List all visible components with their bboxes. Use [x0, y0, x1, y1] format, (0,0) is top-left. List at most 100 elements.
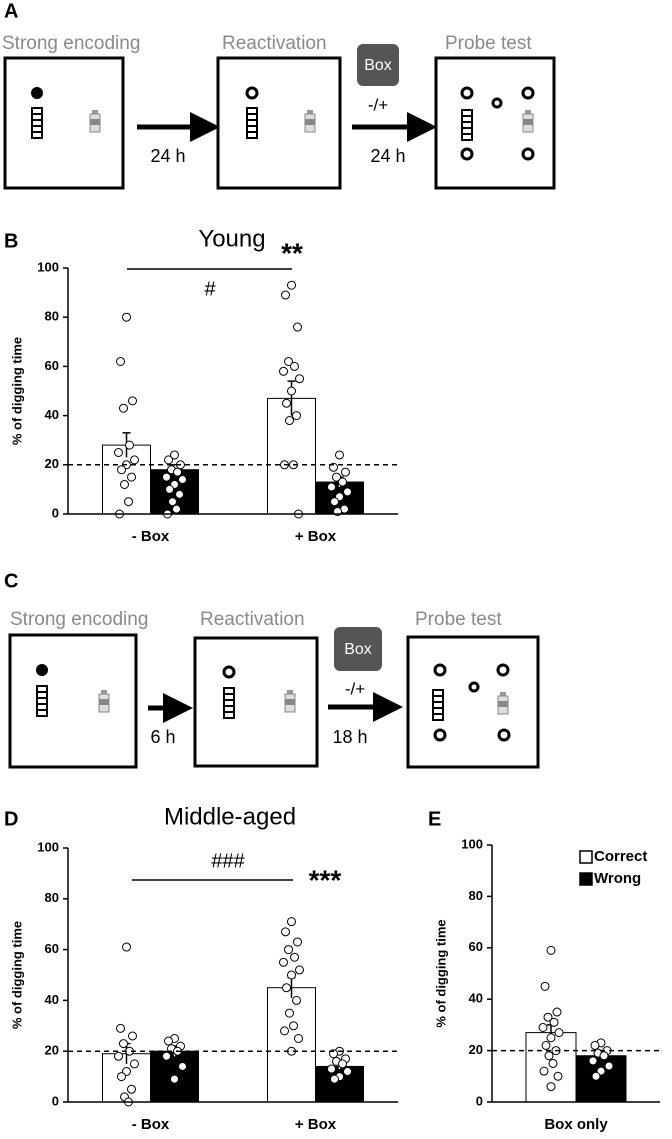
data-point [178, 475, 187, 485]
panel-letter: C [4, 570, 18, 592]
x-tick-label: - Box [132, 528, 170, 545]
data-point [117, 1072, 126, 1082]
data-point [590, 1040, 600, 1050]
y-tick-label: 60 [45, 358, 59, 373]
data-point [335, 450, 344, 460]
y-tick-label: 20 [45, 456, 59, 471]
data-point [327, 482, 336, 492]
significance-label: ** [281, 237, 303, 268]
data-point [128, 396, 137, 406]
data-point [287, 386, 296, 396]
data-point [114, 448, 123, 457]
data-point [119, 403, 128, 413]
y-tick-label: 40 [45, 992, 59, 1007]
data-point [285, 416, 294, 426]
data-point [289, 1021, 298, 1031]
bar [267, 397, 316, 515]
y-tick-label: 100 [37, 259, 59, 274]
step-label: Reactivation [222, 33, 327, 54]
interval: 24 h [370, 146, 405, 166]
data-point [127, 1084, 136, 1094]
data-point [172, 504, 181, 514]
data-point [293, 937, 302, 947]
data-point [122, 942, 131, 952]
y-axis-label: % of digging time [433, 919, 448, 1027]
data-point [165, 484, 174, 494]
panel-letter: A [4, 0, 18, 22]
legend-swatch [579, 872, 593, 886]
data-point [294, 1034, 303, 1043]
bar [267, 987, 316, 1103]
data-point [282, 983, 291, 993]
significance-label: *** [309, 864, 342, 895]
y-tick-label: 60 [45, 941, 59, 956]
y-tick-label: 80 [45, 309, 59, 324]
data-point [290, 361, 299, 371]
y-tick-label: 60 [469, 939, 483, 954]
data-point [343, 487, 352, 497]
x-tick-label: Box only [544, 1116, 608, 1133]
data-point [280, 1026, 289, 1036]
cues [433, 663, 511, 742]
data-point [170, 450, 179, 460]
chart-title: Young [198, 225, 265, 252]
panel-letter: D [4, 808, 18, 830]
data-point [178, 1061, 187, 1071]
data-point [330, 497, 339, 507]
cue [36, 664, 48, 676]
x-tick-label: + Box [295, 528, 337, 545]
data-point [292, 995, 301, 1005]
legend-label: Wrong [594, 870, 641, 887]
cue [245, 86, 259, 100]
box-condition: -/+ [345, 679, 365, 698]
bar [315, 1065, 364, 1103]
arena [406, 635, 540, 769]
data-point [599, 1051, 609, 1061]
data-point [164, 1036, 173, 1046]
data-point [546, 945, 556, 955]
box-icon [334, 627, 382, 671]
data-point [162, 472, 171, 482]
data-point [130, 455, 139, 465]
data-point [290, 952, 299, 962]
data-point [124, 497, 133, 507]
data-point [287, 917, 296, 927]
y-tick-label: 100 [461, 836, 483, 851]
panel-a: A Strong encoding 24 h Reactivation Box … [2, 0, 556, 190]
data-point [292, 411, 301, 421]
data-point [327, 1064, 336, 1074]
sandwell [36, 685, 48, 717]
data-point [114, 1051, 123, 1061]
sandwell [31, 107, 43, 139]
y-tick-label: 40 [45, 407, 59, 422]
data-point [588, 1056, 598, 1066]
y-tick-label: 80 [45, 890, 59, 905]
panel-letter: E [428, 808, 441, 830]
data-point [543, 1012, 553, 1022]
data-point [554, 1028, 564, 1038]
interval: 18 h [332, 727, 367, 747]
step-label: Strong encoding [10, 609, 148, 630]
y-tick-label: 40 [469, 991, 483, 1006]
data-point [553, 1071, 563, 1081]
data-point [284, 945, 293, 955]
data-point [116, 1023, 125, 1033]
arena [216, 56, 342, 190]
data-point [128, 1031, 137, 1041]
interval: 6 h [150, 727, 175, 747]
data-point [117, 465, 126, 475]
data-point [164, 455, 173, 465]
y-tick-label: 0 [52, 505, 59, 520]
arena [434, 56, 556, 190]
cue [31, 87, 43, 99]
data-point [338, 477, 347, 487]
data-point [544, 1051, 554, 1061]
box-condition: -/+ [368, 95, 388, 114]
data-point [122, 312, 131, 322]
data-point [281, 290, 290, 300]
data-point [287, 970, 296, 980]
cue [222, 665, 236, 679]
data-point [127, 472, 136, 482]
interval: 24 h [150, 146, 185, 166]
